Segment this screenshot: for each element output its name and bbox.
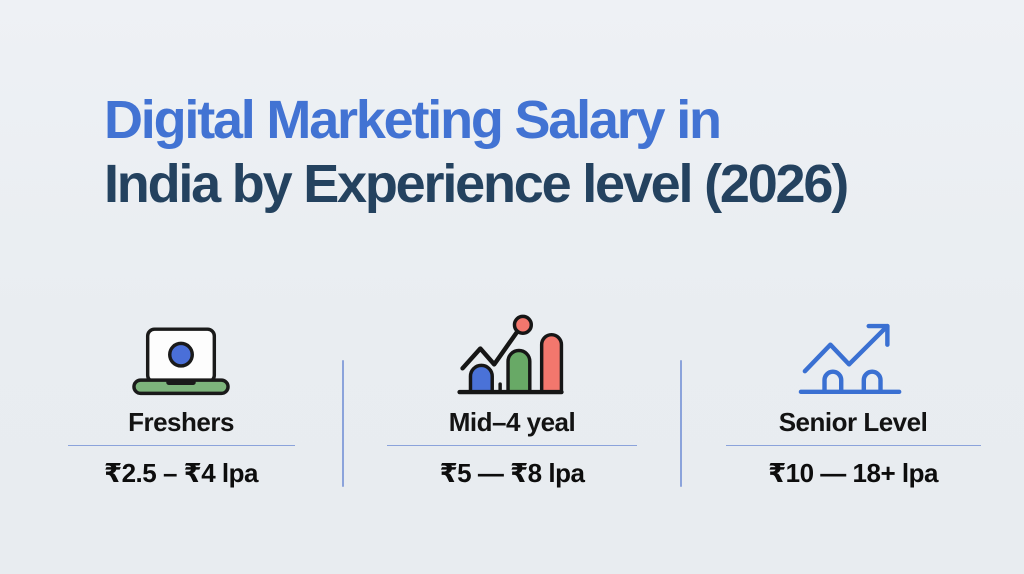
page-title: Digital Marketing Salary in India by Exp… [104,88,849,216]
level-label: Freshers [128,407,234,437]
growth-bar-chart-icon [372,304,652,396]
trend-up-arrow-icon [713,304,993,396]
label-underline [67,445,295,446]
salary-range: ₹10 — 18+ lpa [768,458,938,488]
label-underline [725,445,981,446]
label-underline [387,445,637,446]
experience-card-mid: Mid–4 yeal ₹5 — ₹8 lpa [372,304,652,489]
experience-card-freshers: Freshers ₹2.5 – ₹4 lpa [41,304,321,489]
column-divider [680,360,682,487]
title-line-1: Digital Marketing Salary in [104,90,722,150]
salary-range: ₹2.5 – ₹4 lpa [104,458,258,488]
level-label: Senior Level [778,407,928,437]
experience-card-senior: Senior Level ₹10 — 18+ lpa [713,304,993,489]
column-divider [342,360,344,487]
title-line-2: India by Experience level (2026) [104,154,849,214]
salary-range: ₹5 — ₹8 lpa [439,458,585,488]
level-label: Mid–4 yeal [448,407,576,437]
laptop-icon [41,304,321,396]
